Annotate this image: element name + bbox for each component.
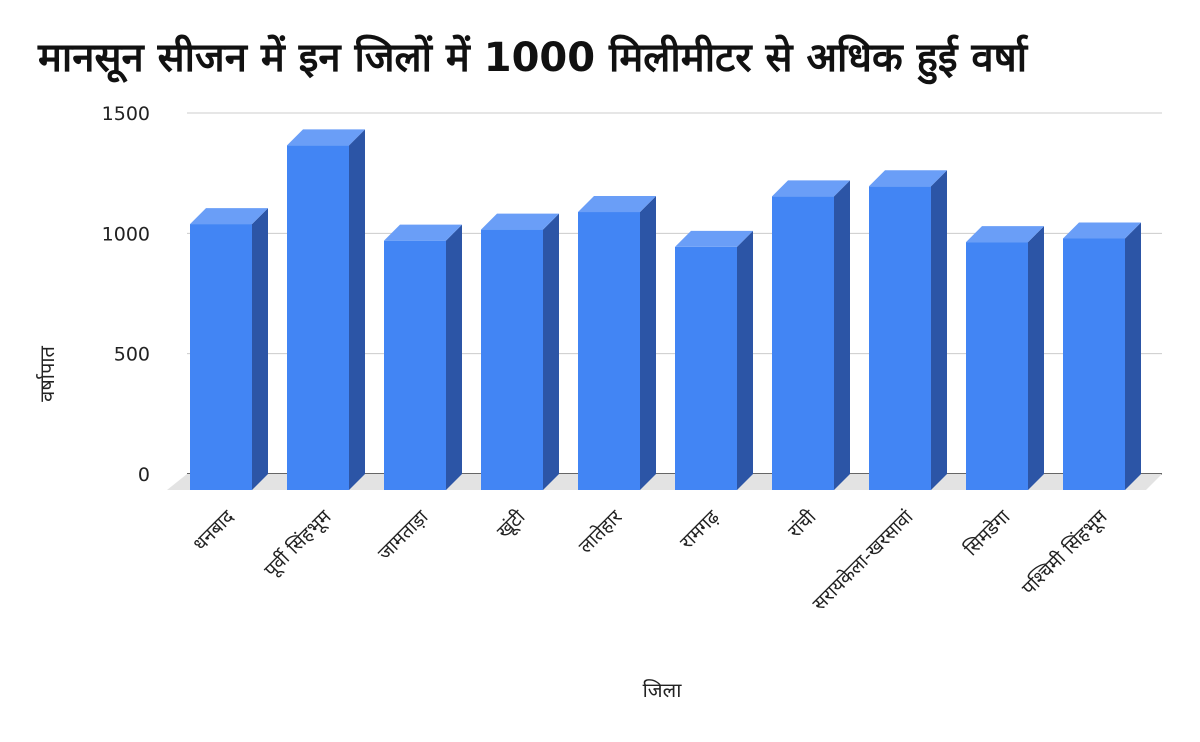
chart-title: मानसून सीजन में इन जिलों में 1000 मिलीमी… [38,35,1028,81]
bar [966,226,1044,490]
x-tick-label: खूंटी [492,505,531,544]
x-tick-label: धनबाद [189,505,239,555]
bar [384,224,462,491]
bar-top [287,129,365,146]
bar-top [772,180,850,197]
bar-side [252,208,268,490]
bar-side [1028,226,1044,490]
y-tick-label: 500 [114,344,150,366]
bar-side [834,180,850,491]
bar [481,213,559,490]
bar-top [675,230,753,247]
bar-top [1063,222,1141,239]
bar-top [966,226,1044,243]
y-axis-ticks: 0 500 1000 1500 [102,103,150,486]
bar-top [384,224,462,241]
x-tick-label: रामगढ़ [676,506,724,554]
x-axis-title: जिला [643,678,683,702]
bar [190,208,268,490]
bar [578,196,656,490]
bar-side [1125,222,1141,490]
y-axis-title: वर्षापात [35,346,59,402]
bar [869,170,947,490]
bar-front [287,145,349,490]
x-tick-label: पश्चिमी सिंहभूम [1017,505,1113,601]
bars [190,129,1141,491]
x-tick-label: जामताड़ा [374,505,434,565]
bar-side [349,129,365,490]
x-axis-labels: धनबाद पूर्वी सिंहभूम जामताड़ा खूंटी लातेहार र… [189,504,1113,615]
bar-side [640,196,656,490]
bar-side [446,224,462,491]
bar-front [578,212,640,490]
x-tick-label: रांची [783,505,821,543]
bar-front [384,240,446,490]
bar-front [966,242,1028,490]
bar-top [869,170,947,187]
bar [675,230,753,490]
bar [1063,222,1141,490]
y-tick-label: 1000 [102,223,150,245]
y-tick-label: 0 [138,464,150,486]
bar-side [931,170,947,490]
bar [772,180,850,491]
bar-front [675,246,737,490]
x-tick-label: सरायकेला-खरसावां [808,505,919,616]
bar-side [737,230,753,490]
bar-side [543,213,559,490]
x-tick-label: पूर्वी सिंहभूम [259,505,336,582]
bar-front [869,186,931,490]
bar-front [481,229,543,490]
bar-top [481,213,559,230]
bar-front [190,224,252,490]
bar-top [578,196,656,213]
bar-top [190,208,268,225]
bar-front [1063,238,1125,490]
bar-front [772,196,834,491]
x-tick-label: लातेहार [574,504,627,557]
x-tick-label: सिमडेगा [959,505,1015,561]
bar [287,129,365,490]
y-tick-label: 1500 [102,103,150,125]
